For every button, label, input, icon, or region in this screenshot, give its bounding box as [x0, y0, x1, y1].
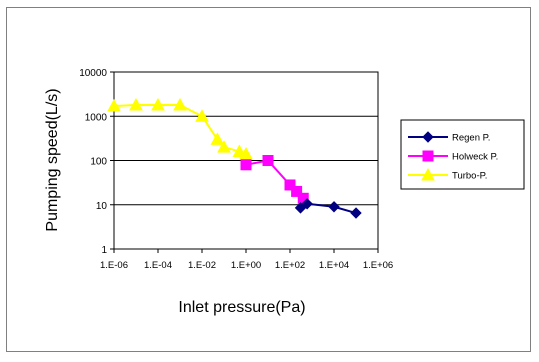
- data-point: [195, 109, 209, 122]
- series-regen-p: [294, 198, 362, 219]
- chart-frame: 1 10 100 1000 10000 1.E-06 1.E-04 1.E-02 1.E+00 1…: [6, 7, 531, 352]
- data-point: [328, 201, 340, 213]
- y-tick-label: 100: [90, 157, 107, 168]
- x-tick-label: 1.E-02: [188, 260, 216, 271]
- data-point: [301, 198, 313, 210]
- legend-marker: [422, 131, 434, 143]
- chart: 1 10 100 1000 10000 1.E-06 1.E-04 1.E-02 1.E+00 1…: [44, 68, 525, 316]
- legend-marker: [422, 150, 434, 162]
- series-turbo-p: [107, 97, 253, 160]
- data-point: [240, 159, 252, 171]
- data-point: [151, 97, 165, 111]
- legend-label: Regen P.: [452, 133, 490, 144]
- y-tick-label: 10: [96, 201, 108, 212]
- legend-marker: [421, 167, 435, 181]
- y-tick-label: 10000: [79, 68, 107, 79]
- x-tick-label: 1.E+00: [231, 260, 261, 271]
- y-tick-label: 1000: [85, 112, 108, 123]
- data-point: [217, 140, 231, 153]
- axes: 1 10 100 1000 10000 1.E-06 1.E-04 1.E-02 1.E+00 1…: [79, 68, 393, 271]
- series-layer: [107, 97, 362, 219]
- data-point: [129, 97, 143, 111]
- x-tick-label: 1.E+02: [275, 260, 305, 271]
- data-point: [284, 179, 296, 191]
- data-point: [107, 99, 121, 112]
- data-point: [239, 146, 253, 160]
- x-tick-label: 1.E+04: [319, 260, 349, 271]
- data-point: [350, 207, 362, 219]
- legend-box: [400, 119, 525, 190]
- y-tick-label: 1: [101, 245, 107, 256]
- y-axis-title: Pumping speed(L/s): [44, 88, 61, 231]
- data-point: [291, 185, 303, 197]
- x-tick-label: 1.E-04: [144, 260, 172, 271]
- legend-label: Turbo-P.: [452, 171, 487, 182]
- data-point: [210, 132, 225, 145]
- x-tick-label: 1.E+06: [363, 260, 393, 271]
- legend: Regen P. Holweck P. Turbo-P.: [400, 119, 525, 190]
- x-tick-label: 1.E-06: [100, 260, 128, 271]
- series-holweck-p: [240, 155, 309, 204]
- x-axis-title: Inlet pressure(Pa): [178, 299, 305, 316]
- data-point: [262, 155, 274, 166]
- data-point: [173, 97, 187, 111]
- legend-label: Holweck P.: [452, 152, 498, 163]
